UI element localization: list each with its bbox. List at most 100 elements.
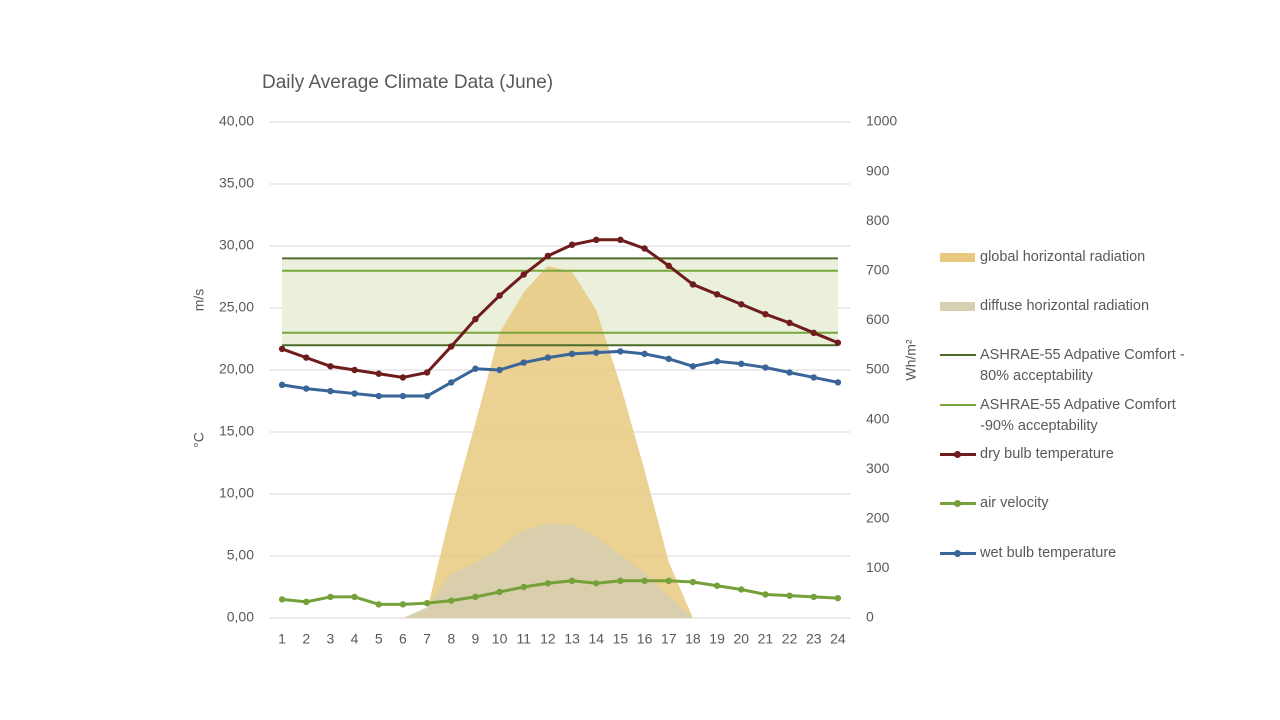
point xyxy=(399,601,407,608)
y2-tick-label: 700 xyxy=(866,262,890,278)
x-tick-label: 19 xyxy=(709,631,725,647)
y-tick-label: 30,00 xyxy=(219,237,254,253)
point xyxy=(713,358,721,365)
x-tick-label: 20 xyxy=(733,631,749,647)
point xyxy=(738,301,745,308)
legend-swatch xyxy=(938,444,976,465)
point xyxy=(303,598,310,606)
point xyxy=(641,577,648,584)
x-tick-label: 1 xyxy=(278,631,286,647)
legend-swatch xyxy=(938,493,976,514)
x-tick-label: 15 xyxy=(613,631,629,647)
point xyxy=(593,236,600,243)
point xyxy=(738,586,745,593)
point xyxy=(472,593,479,601)
point xyxy=(665,355,672,363)
legend-item: dry bulb temperature xyxy=(938,444,1195,465)
point xyxy=(641,350,648,358)
x-tick-label: 23 xyxy=(806,631,822,647)
x-tick-label: 6 xyxy=(399,631,407,647)
legend-item: ASHRAE-55 Adpative Comfort -90% acceptab… xyxy=(938,395,1195,437)
legend-label: diffuse horizontal radiation xyxy=(980,298,1150,314)
legend-label: global horizontal radiation xyxy=(980,249,1146,265)
point xyxy=(786,319,793,327)
legend-item: air velocity xyxy=(938,493,1195,514)
y2-tick-label: 500 xyxy=(866,361,890,377)
x-tick-label: 22 xyxy=(782,631,798,647)
point xyxy=(834,379,842,386)
point xyxy=(568,577,576,584)
point xyxy=(303,385,310,392)
point xyxy=(399,374,407,381)
point xyxy=(520,359,527,366)
line xyxy=(281,349,839,398)
point xyxy=(834,339,842,346)
point xyxy=(810,374,817,381)
legend-swatch xyxy=(938,296,976,317)
x-tick-label: 24 xyxy=(830,631,846,647)
y2-tick-label: 300 xyxy=(866,460,890,476)
point xyxy=(617,577,624,584)
point xyxy=(351,390,358,397)
legend-item: wet bulb temperature xyxy=(938,543,1195,564)
point xyxy=(786,592,793,599)
legend-label: ASHRAE-55 Adpative Comfort - 80% accepta… xyxy=(980,347,1185,384)
point xyxy=(375,601,382,608)
y2-tick-label: 400 xyxy=(866,410,890,426)
legend-item: ASHRAE-55 Adpative Comfort - 80% accepta… xyxy=(938,345,1195,387)
point xyxy=(689,281,697,288)
legend-swatch xyxy=(938,395,976,416)
x-tick-label: 2 xyxy=(302,631,310,647)
point xyxy=(351,366,358,374)
y-axis-title: m/s xyxy=(191,289,207,312)
point xyxy=(496,366,503,374)
point xyxy=(689,363,697,370)
point xyxy=(568,350,576,358)
point xyxy=(689,578,697,586)
y-tick-label: 10,00 xyxy=(219,485,254,501)
point xyxy=(278,596,286,603)
y2-tick-label: 600 xyxy=(866,311,890,327)
x-tick-label: 12 xyxy=(540,631,556,647)
chart-title: Daily Average Climate Data (June) xyxy=(262,72,553,93)
point xyxy=(520,583,527,591)
legend-swatch xyxy=(938,543,976,564)
point xyxy=(423,392,431,400)
y2-tick-label: 100 xyxy=(866,559,890,575)
y-tick-label: 35,00 xyxy=(219,175,254,191)
y-tick-label: 15,00 xyxy=(219,423,254,439)
legend-label: ASHRAE-55 Adpative Comfort -90% acceptab… xyxy=(980,397,1176,434)
point xyxy=(617,236,624,243)
y2-tick-label: 0 xyxy=(866,609,874,625)
x-tick-label: 17 xyxy=(661,631,677,647)
point xyxy=(834,594,842,602)
x-tick-label: 3 xyxy=(327,631,335,647)
point xyxy=(641,245,648,252)
line xyxy=(281,238,839,379)
x-tick-label: 7 xyxy=(423,631,431,647)
point xyxy=(762,364,769,371)
line xyxy=(281,579,838,606)
point xyxy=(327,363,334,370)
legend-label: wet bulb temperature xyxy=(980,545,1117,561)
point xyxy=(448,343,455,350)
y2-tick-label: 900 xyxy=(866,162,890,178)
legend-swatch xyxy=(938,345,976,366)
point xyxy=(351,593,358,601)
point xyxy=(738,360,745,367)
point xyxy=(496,588,503,596)
point xyxy=(327,387,334,395)
point xyxy=(593,580,600,587)
y-tick-label: 20,00 xyxy=(219,361,254,377)
legend-label: dry bulb temperature xyxy=(980,446,1114,462)
point xyxy=(472,365,479,372)
point xyxy=(496,292,503,299)
area xyxy=(282,265,838,618)
point xyxy=(762,311,769,318)
point xyxy=(544,580,552,587)
legend-swatch xyxy=(938,247,976,268)
point xyxy=(544,252,552,260)
point xyxy=(448,379,455,386)
